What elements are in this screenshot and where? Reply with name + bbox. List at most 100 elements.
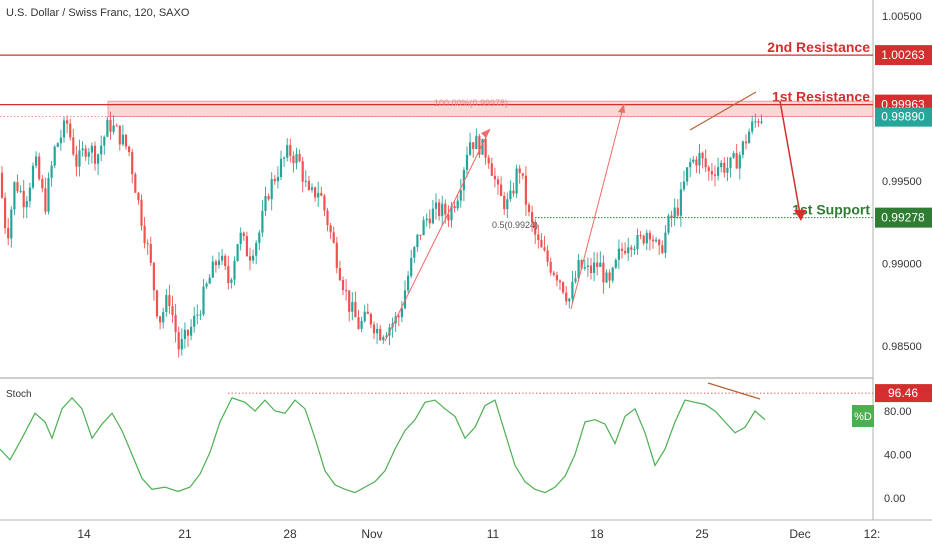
candle-body-115: [357, 317, 360, 329]
candle-body-204: [633, 248, 636, 250]
candle-body-223: [692, 159, 695, 162]
candle-body-177: [549, 261, 552, 273]
candle-body-86: [267, 196, 270, 200]
candle-body-18: [56, 143, 59, 147]
candle-body-241: [748, 131, 751, 144]
candle-body-44: [137, 192, 140, 200]
candle-body-39: [121, 134, 124, 145]
candle-body-109: [338, 268, 341, 281]
candle-body-198: [614, 259, 617, 268]
stoch-tick-2: 0.00: [884, 493, 905, 505]
candle-body-233: [723, 162, 726, 173]
candle-body-217: [673, 207, 676, 218]
candle-body-224: [695, 159, 698, 166]
candle-body-209: [648, 232, 651, 240]
candle-body-38: [118, 125, 121, 145]
candle-body-61: [190, 326, 193, 336]
candle-body-114: [354, 302, 357, 318]
candle-body-76: [236, 244, 239, 261]
candle-body-9: [28, 187, 31, 202]
candle-body-20: [62, 120, 66, 138]
candle-body-149: [462, 170, 465, 191]
price-tick-2: 0.99000: [882, 259, 922, 271]
annotation-layer: 100.00%(0.99978) 0.5(0.9924): [384, 91, 806, 400]
last-price-badge-text: 0.99890: [881, 110, 925, 124]
candle-body-130: [403, 290, 407, 309]
candle-body-94: [292, 155, 295, 164]
candle-body-187: [580, 260, 583, 269]
candle-body-133: [413, 247, 416, 258]
level-badge-text-2: 0.99278: [881, 211, 925, 225]
candle-body-34: [106, 119, 109, 137]
candle-body-201: [624, 250, 627, 254]
candle-body-237: [735, 153, 738, 169]
candle-body-102: [317, 192, 320, 198]
candle-body-189: [586, 265, 589, 267]
candle-body-68: [211, 261, 214, 278]
candle-body-47: [146, 243, 149, 245]
candle-body-56: [174, 315, 177, 333]
candle-body-242: [751, 121, 754, 132]
candle-body-168: [521, 173, 524, 176]
candle-body-37: [115, 125, 118, 127]
candle-body-96: [298, 153, 301, 162]
candle-body-157: [487, 157, 490, 164]
candle-body-71: [221, 255, 224, 261]
stoch-trendline: [707, 382, 761, 400]
candle-body-155: [481, 138, 484, 155]
candle-body-24: [75, 154, 78, 167]
candle-body-80: [248, 256, 252, 261]
candle-body-174: [540, 240, 543, 248]
forecast-line: [779, 100, 801, 215]
candle-body-74: [230, 279, 233, 283]
candle-body-1: [4, 197, 7, 229]
fib-label-1: 0.5(0.9924): [492, 220, 538, 230]
candle-body-77: [239, 232, 242, 245]
stoch-level-badge: [875, 384, 932, 403]
candle-body-72: [224, 255, 227, 267]
candle-body-3: [10, 209, 13, 239]
candle-body-82: [255, 242, 258, 256]
candle-body-211: [655, 239, 658, 242]
candle-body-238: [738, 154, 741, 169]
candle-body-25: [78, 150, 81, 167]
candle-body-197: [611, 267, 614, 281]
time-tick-3: Nov: [361, 527, 382, 541]
candle-body-58: [180, 339, 183, 350]
candle-body-5: [16, 182, 19, 192]
candle-body-140: [434, 202, 438, 209]
candle-body-17: [53, 146, 56, 166]
level-name-2: 1st Support: [792, 202, 870, 218]
time-tick-0: 14: [77, 527, 91, 541]
candle-body-138: [428, 218, 431, 224]
candle-body-159: [493, 175, 496, 180]
candle-body-10: [31, 165, 35, 188]
candle-body-147: [456, 200, 459, 209]
candle-body-146: [453, 206, 456, 209]
candle-body-151: [469, 142, 472, 155]
candle-body-32: [100, 145, 103, 155]
candle-body-236: [732, 153, 735, 158]
candle-body-29: [90, 145, 93, 153]
candle-body-156: [484, 138, 487, 158]
candle-body-226: [701, 152, 704, 159]
candle-body-212: [658, 239, 661, 246]
candle-body-46: [143, 225, 146, 244]
forecast-arrow: [794, 210, 806, 221]
candle-body-193: [599, 262, 602, 267]
time-tick-6: 25: [695, 527, 709, 541]
candle-body-53: [165, 295, 168, 312]
candle-body-67: [208, 277, 211, 284]
candle-body-116: [360, 321, 363, 329]
candle-body-13: [41, 179, 44, 189]
candle-body-41: [128, 146, 131, 153]
candle-body-70: [217, 260, 221, 266]
candle-body-160: [496, 179, 500, 185]
candle-body-239: [741, 141, 744, 155]
candle-body-227: [704, 158, 707, 168]
candle-body-84: [261, 211, 264, 233]
candle-body-141: [438, 202, 441, 217]
candle-body-218: [676, 207, 679, 216]
